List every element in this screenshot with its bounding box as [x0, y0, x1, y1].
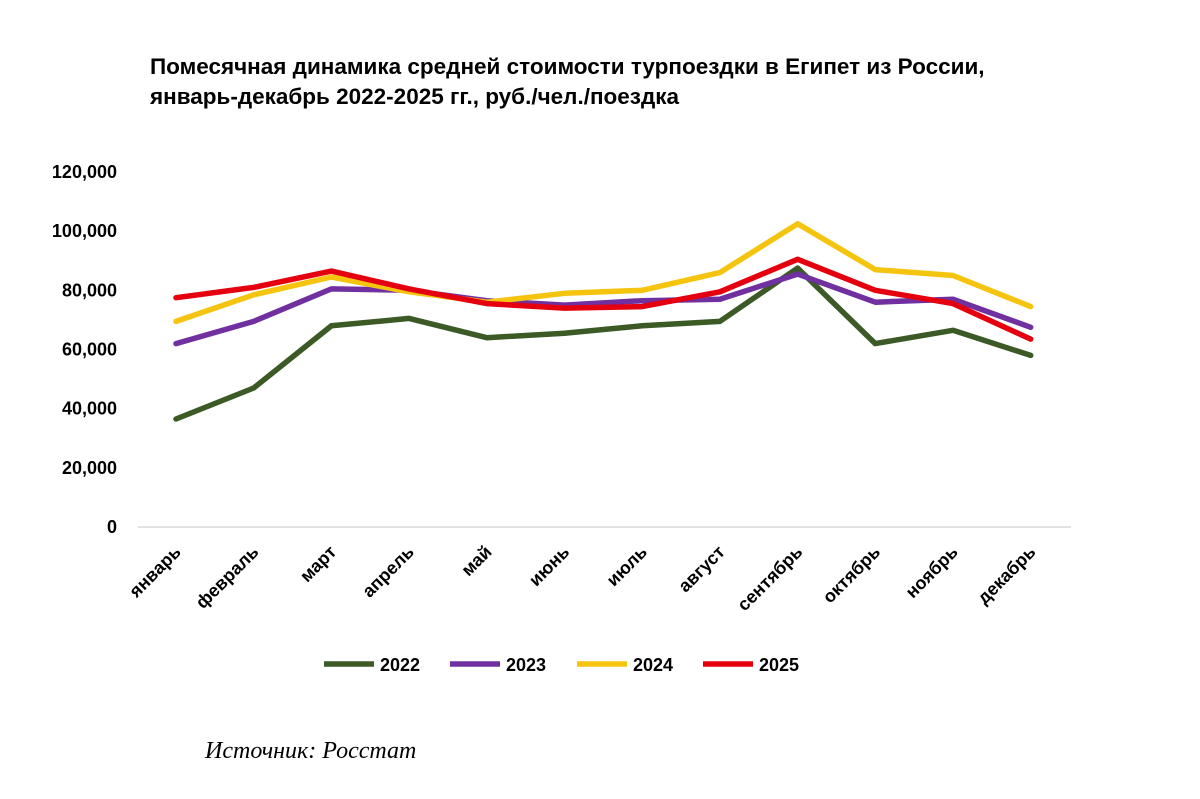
chart-title-line-1: Помесячная динамика средней стоимости ту… [150, 54, 985, 79]
source-note: Источник: Росстат [205, 738, 417, 764]
x-tick-label: ноябрь [902, 542, 962, 602]
legend-label-2024: 2024 [633, 655, 673, 675]
legend-label-2023: 2023 [506, 655, 546, 675]
x-tick-label: февраль [192, 542, 263, 613]
x-axis-labels: январь февраль март апрель май июнь июль август… [125, 542, 1040, 615]
series-line-2023 [173, 271, 1034, 347]
series-line-2025 [173, 256, 1034, 342]
x-tick-label: март [296, 542, 340, 586]
legend-label-2022: 2022 [380, 655, 420, 675]
y-tick-label: 0 [107, 517, 117, 537]
y-tick-label: 40,000 [62, 399, 117, 419]
series-line-2024 [173, 221, 1034, 325]
series-line-2022 [173, 265, 1034, 422]
x-tick-label: сентябрь [733, 542, 806, 615]
x-tick-label: октябрь [819, 542, 884, 607]
legend-label-2025: 2025 [759, 655, 799, 675]
y-tick-label: 20,000 [62, 458, 117, 478]
x-tick-label: июнь [525, 542, 573, 590]
x-tick-label: апрель [358, 542, 418, 602]
y-tick-label: 120,000 [52, 162, 117, 182]
legend: 2022 2023 2024 2025 [324, 655, 799, 675]
x-tick-label: январь [125, 542, 185, 602]
x-tick-label: август [674, 542, 729, 597]
y-tick-label: 100,000 [52, 221, 117, 241]
y-tick-label: 60,000 [62, 340, 117, 360]
line-chart: 020,00040,00060,00080,000100,000120,000 … [52, 162, 1071, 675]
x-tick-label: декабрь [973, 542, 1039, 608]
series-lines [173, 221, 1034, 422]
y-tick-label: 80,000 [62, 280, 117, 300]
chart-title-line-2: январь-декабрь 2022-2025 гг., руб./чел./… [150, 84, 680, 109]
y-axis-labels: 0 20,000 40,000 60,000 80,000 100,000 120,000 [52, 162, 117, 537]
x-tick-label: июль [603, 542, 651, 590]
chart-title: Помесячная динамика средней стоимости ту… [150, 52, 985, 112]
x-tick-label: май [457, 542, 495, 580]
